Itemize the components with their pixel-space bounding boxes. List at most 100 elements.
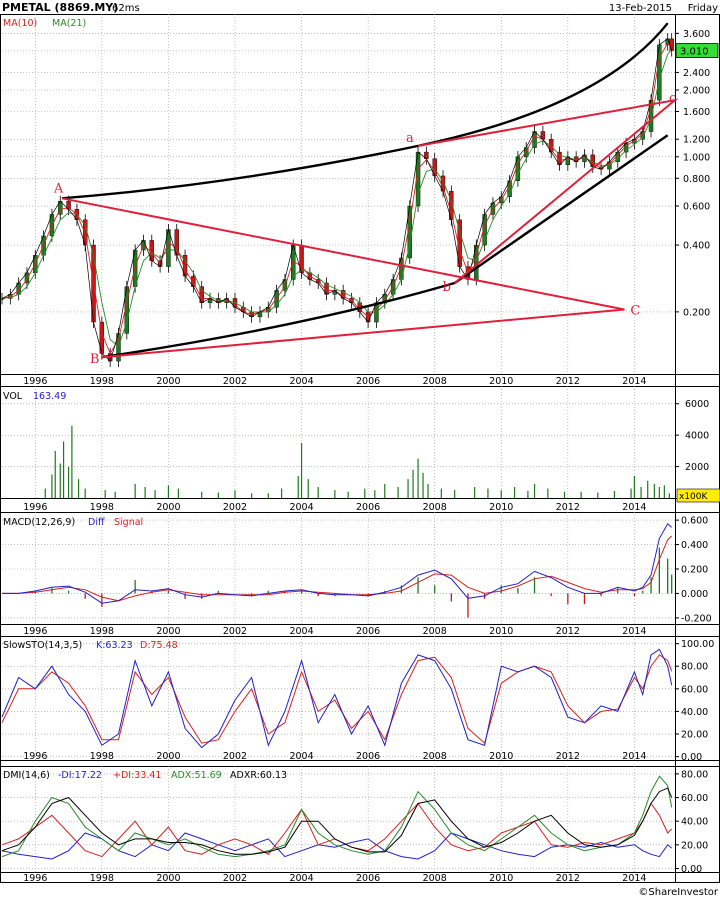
dmi-panel-frame (0, 766, 720, 883)
trendline-label-c: c (669, 91, 676, 106)
last-price-box (675, 43, 719, 58)
ticker-label: PMETAL (8869.MY) (2, 1, 118, 14)
dmi-panel-x-tick-label: 2008 (423, 873, 447, 884)
price-y-tick-label: 0.200 (683, 307, 710, 318)
macd-panel-x-tick-label: 2014 (622, 626, 646, 637)
price-y-tick-label: 0.600 (683, 202, 710, 213)
dmi-legend-adxr: ADXR:60.13 (230, 770, 287, 781)
price-y-tick-label: 1.000 (683, 152, 710, 163)
sto-legend-d: D:75.48 (140, 640, 178, 651)
price-panel-x-tick-label: 2008 (423, 376, 447, 387)
sto-panel-x-tick-label: 2010 (489, 751, 513, 762)
macd-panel-x-tick-label: 1996 (23, 626, 47, 637)
dmi-legend-plus-di: +DI:33.41 (113, 770, 161, 781)
sto-k-line (1, 648, 673, 749)
date-label: 13-Feb-2015 (609, 3, 672, 14)
sto-panel-x-tick-label: 2002 (223, 751, 247, 762)
macd-panel-x-tick-label: 1998 (90, 626, 114, 637)
sto-panel-frame (0, 636, 720, 767)
volume-y-tick-label: 2000 (685, 462, 709, 473)
price-y-tick-label: 3.600 (683, 29, 710, 40)
trendline-label-A: A (53, 181, 64, 196)
dmi-panel-x-tick-label: 1998 (90, 873, 114, 884)
price-panel-x-tick-label: 2006 (356, 376, 380, 387)
volume-unit-label: x100K (679, 492, 709, 502)
volume-panel-x-tick-label: 2000 (156, 502, 180, 513)
sto-y-tick-label: 100.00 (681, 639, 714, 650)
sto-y-tick-label: 40.00 (681, 707, 708, 718)
price-panel-x-tick-label: 2000 (156, 376, 180, 387)
dmi-panel-x-tick-label: 2014 (622, 873, 646, 884)
sto-panel-x-tick-label: 2008 (423, 751, 447, 762)
macd-diff-line (2, 523, 673, 604)
macd-panel-x-tick-label: 2000 (156, 626, 180, 637)
sto-panel-x-tick-label: 2012 (556, 751, 580, 762)
sto-y-tick-label: 20.00 (681, 730, 708, 741)
dmi-adx-line (1, 775, 673, 858)
price-panel-x-tick-label: 2010 (489, 376, 513, 387)
sto-panel-x-tick-label: 1996 (23, 751, 47, 762)
volume-panel-x-tick-label: 2006 (356, 502, 380, 513)
macd-legend-signal: Signal (114, 517, 143, 528)
macd-panel-x-tick-label: 2006 (356, 626, 380, 637)
dmi-y-tick-label: 20.00 (681, 840, 708, 851)
sto-y-tick-label: 60.00 (681, 684, 708, 695)
macd-y-tick-label: 0.200 (681, 565, 708, 576)
price-red-triangle-ABC (61, 197, 625, 359)
dmi-panel-x-tick-label: 2012 (556, 873, 580, 884)
dmi-y-tick-label: 80.00 (681, 769, 708, 780)
price-candle-body (0, 298, 5, 300)
price-y-tick-label: 0.800 (683, 174, 710, 185)
price-legend-ma10: MA(10) (3, 18, 37, 29)
volume-panel-x-tick-label: 2014 (622, 502, 646, 513)
sto-title: SlowSTO(14,3,5) (3, 640, 82, 651)
price-panel-x-tick-label: 2002 (223, 376, 247, 387)
dmi-y-tick-label: 0.00 (681, 864, 702, 875)
dmi-panel-x-tick-label: 2000 (156, 873, 180, 884)
volume-last-value: 163.49 (33, 391, 66, 402)
price-panel-x-tick-label: 2012 (556, 376, 580, 387)
dmi-panel-x-tick-label: 2006 (356, 873, 380, 884)
dmi-panel-x-tick-label: 2010 (489, 873, 513, 884)
dmi-y-tick-label: 40.00 (681, 817, 708, 828)
macd-y-tick-label: -0.200 (681, 613, 712, 624)
macd-panel-x-tick-label: 2008 (423, 626, 447, 637)
volume-panel-x-tick-label: 2002 (223, 502, 247, 513)
macd-panel-x-tick-label: 2002 (223, 626, 247, 637)
price-legend-ma21: MA(21) (52, 18, 86, 29)
price-y-tick-label: 1.200 (683, 135, 710, 146)
price-panel-x-tick-label: 1996 (23, 376, 47, 387)
price-close-line (1, 38, 673, 362)
sto-y-tick-label: 80.00 (681, 662, 708, 673)
macd-panel-x-tick-label: 2010 (489, 626, 513, 637)
dmi-panel-x-tick-label: 2002 (223, 873, 247, 884)
price-y-tick-label: 1.600 (683, 107, 710, 118)
price-y-tick-label: 0.400 (683, 241, 710, 252)
dmi-legend-adx: ADX:51.69 (171, 770, 222, 781)
macd-title: MACD(12,26,9) (3, 517, 75, 528)
volume-panel-x-tick-label: 1996 (23, 502, 47, 513)
volume-panel-x-tick-label: 2004 (289, 502, 313, 513)
sto-panel-x-tick-label: 1998 (90, 751, 114, 762)
macd-panel-x-tick-label: 2012 (556, 626, 580, 637)
volume-panel-x-tick-label: 2008 (423, 502, 447, 513)
sto-panel-x-tick-label: 2014 (622, 751, 646, 762)
sto-legend-k: K:63.23 (96, 640, 133, 651)
trendline-label-a: a (406, 131, 414, 146)
last-price-label: 3.010 (680, 47, 709, 58)
price-y-tick-label: 2.000 (683, 85, 710, 96)
volume-unit-box (676, 488, 720, 503)
volume-title: VOL (3, 391, 23, 402)
dmi-plus-di-line (1, 802, 673, 858)
price-candle-body (669, 38, 674, 51)
volume-y-tick-label: 4000 (685, 431, 709, 442)
credit-label: ©ShareInvestor (638, 887, 718, 898)
macd-y-tick-label: 0.000 (681, 589, 708, 600)
sto-y-tick-label: 0.00 (681, 752, 702, 763)
volume-panel-x-tick-label: 1998 (90, 502, 114, 513)
macd-legend-diff: Diff (88, 517, 105, 528)
dmi-panel-x-tick-label: 1996 (23, 873, 47, 884)
price-y-tick-label: 2.400 (683, 68, 710, 79)
trendline-label-b: b (443, 280, 451, 295)
